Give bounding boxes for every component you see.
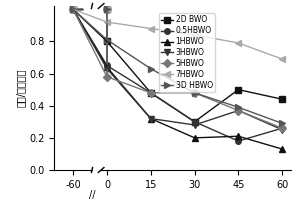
- 3D HBWO: [193, 92, 196, 94]
- 3HBWO: [193, 124, 196, 126]
- 0.5HBWO: [105, 8, 109, 10]
- 5HBWO: [105, 76, 109, 78]
- 7HBWO: [193, 34, 196, 36]
- 1HBWO: [105, 66, 109, 68]
- Line: 0.5HBWO: 0.5HBWO: [104, 6, 285, 144]
- 0.5HBWO: [105, 64, 109, 67]
- 1HBWO: [193, 137, 196, 139]
- 7HBWO: [149, 27, 153, 30]
- 2D BWO: [105, 40, 109, 43]
- 5HBWO: [280, 127, 284, 129]
- Line: 1HBWO: 1HBWO: [104, 6, 285, 152]
- Line: 3HBWO: 3HBWO: [104, 6, 285, 133]
- 3HBWO: [105, 68, 109, 70]
- 0.5HBWO: [280, 127, 284, 129]
- 0.5HBWO: [149, 92, 153, 94]
- 0.5HBWO: [193, 121, 196, 123]
- 3HBWO: [105, 8, 109, 10]
- 1HBWO: [280, 148, 284, 150]
- 1HBWO: [149, 117, 153, 120]
- Text: //: //: [89, 190, 95, 200]
- 5HBWO: [105, 8, 109, 10]
- 3D HBWO: [149, 68, 153, 70]
- 7HBWO: [237, 42, 240, 44]
- 3D HBWO: [237, 106, 240, 108]
- 2D BWO: [280, 98, 284, 100]
- 3HBWO: [237, 109, 240, 112]
- 5HBWO: [193, 92, 196, 94]
- 0.5HBWO: [237, 140, 240, 142]
- 5HBWO: [149, 92, 153, 94]
- 7HBWO: [280, 58, 284, 60]
- 3D HBWO: [280, 122, 284, 125]
- 1HBWO: [105, 8, 109, 10]
- 7HBWO: [105, 21, 109, 23]
- Legend: 2D BWO, 0.5HBWO, 1HBWO, 3HBWO, 5HBWO, 7HBWO, 3D HBWO: 2D BWO, 0.5HBWO, 1HBWO, 3HBWO, 5HBWO, 7H…: [159, 13, 215, 92]
- 1HBWO: [237, 135, 240, 137]
- 3D HBWO: [105, 39, 109, 41]
- 2D BWO: [105, 8, 109, 10]
- 3D HBWO: [105, 8, 109, 10]
- 3HBWO: [149, 117, 153, 120]
- Y-axis label: 浓度/初始浓度: 浓度/初始浓度: [16, 69, 26, 107]
- Line: 7HBWO: 7HBWO: [104, 6, 285, 62]
- 2D BWO: [237, 88, 240, 91]
- 2D BWO: [193, 121, 196, 123]
- 2D BWO: [149, 92, 153, 94]
- 5HBWO: [237, 109, 240, 112]
- Line: 5HBWO: 5HBWO: [104, 6, 285, 131]
- 7HBWO: [105, 8, 109, 10]
- Line: 2D BWO: 2D BWO: [104, 6, 285, 125]
- Line: 3D HBWO: 3D HBWO: [104, 6, 285, 126]
- 3HBWO: [280, 129, 284, 131]
